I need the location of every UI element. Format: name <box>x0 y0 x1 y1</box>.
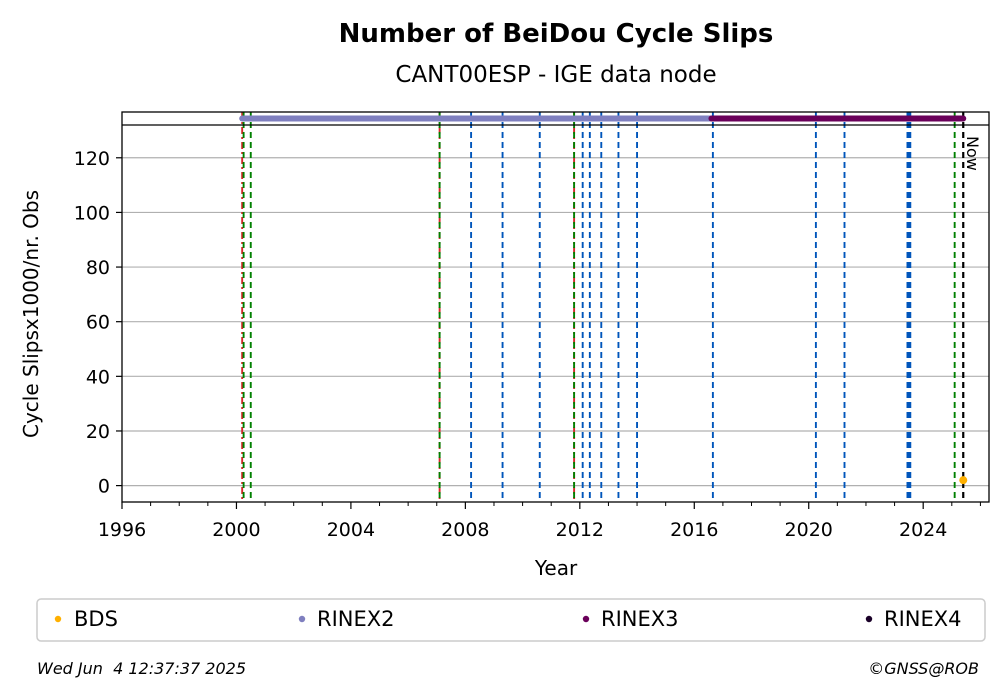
legend-label-bds: BDS <box>74 607 118 631</box>
y-tick-label: 40 <box>86 366 110 388</box>
legend-marker-rinex3 <box>582 615 590 623</box>
footer-timestamp: Wed Jun 4 12:37:37 2025 <box>37 659 246 678</box>
axis-ticks: 0 20 40 60 80 100 120 1996 2000 2004 2008 2012 2016 2… <box>74 148 981 541</box>
y-tick-label: 20 <box>86 421 110 443</box>
now-label: Now <box>963 136 982 171</box>
x-tick-label: 2004 <box>327 519 375 541</box>
data-marks <box>239 115 968 485</box>
footer-credit: ©GNSS@ROB <box>868 659 979 678</box>
legend-marker-rinex4 <box>865 615 873 623</box>
legend-marker-bds <box>54 615 62 623</box>
event-lines <box>241 112 965 502</box>
y-tick-label: 120 <box>74 148 110 170</box>
data-point-bds <box>959 476 968 485</box>
x-tick-label: 1996 <box>98 519 146 541</box>
chart-title: Number of BeiDou Cycle Slips <box>339 19 774 49</box>
chart-subtitle: CANT00ESP - IGE data node <box>395 62 716 88</box>
legend-label-rinex2: RINEX2 <box>317 607 395 631</box>
grid-lines <box>122 157 989 487</box>
x-tick-label: 2016 <box>670 519 718 541</box>
plot-frame <box>121 111 990 503</box>
y-tick-label: 100 <box>74 202 110 224</box>
legend-box <box>36 598 986 642</box>
x-tick-label: 2020 <box>785 519 833 541</box>
y-tick-label: 60 <box>86 312 110 334</box>
y-axis-label: Cycle Slipsx1000/nr. Obs <box>19 190 43 438</box>
x-tick-label: 2012 <box>556 519 604 541</box>
x-tick-label: 2008 <box>441 519 489 541</box>
legend-label-rinex3: RINEX3 <box>601 607 679 631</box>
y-tick-label: 80 <box>86 257 110 279</box>
legend: BDS RINEX2 RINEX3 RINEX4 <box>36 598 986 642</box>
legend-label-rinex4: RINEX4 <box>884 607 962 631</box>
x-tick-label: 2024 <box>899 519 947 541</box>
x-tick-label: 2000 <box>212 519 260 541</box>
x-axis-label: Year <box>534 556 578 580</box>
y-tick-label: 0 <box>98 476 110 498</box>
legend-marker-rinex2 <box>298 615 306 623</box>
